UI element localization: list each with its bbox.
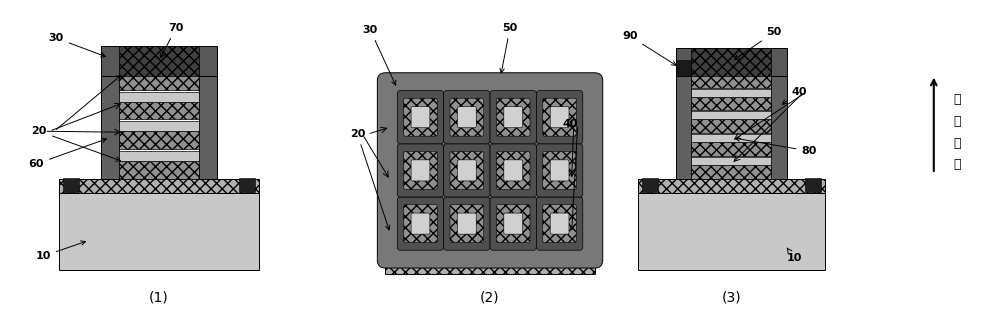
Text: 40: 40 [782,86,807,104]
Bar [691,157,771,165]
FancyBboxPatch shape [550,107,569,128]
FancyBboxPatch shape [543,152,576,189]
Bar [691,97,771,110]
Bar [638,193,825,270]
FancyBboxPatch shape [504,160,523,181]
Text: 30: 30 [49,33,105,57]
Bar [691,74,771,88]
FancyBboxPatch shape [450,98,484,136]
Bar [119,161,199,179]
Bar [119,101,199,119]
FancyBboxPatch shape [444,91,490,144]
FancyBboxPatch shape [550,213,569,234]
Text: 50: 50 [500,23,518,73]
FancyBboxPatch shape [536,144,583,197]
Text: (3): (3) [722,291,741,305]
Bar [691,48,771,76]
Bar [119,121,199,131]
Bar [119,92,199,101]
Bar [119,72,199,90]
FancyBboxPatch shape [490,197,536,250]
Bar [638,179,825,193]
Text: 20: 20 [350,129,390,230]
FancyBboxPatch shape [457,160,476,181]
Bar [101,46,217,76]
FancyBboxPatch shape [450,152,484,189]
Bar [119,151,199,161]
FancyBboxPatch shape [377,73,603,268]
FancyBboxPatch shape [450,204,484,243]
Text: 50: 50 [735,27,782,60]
FancyBboxPatch shape [536,91,583,144]
FancyBboxPatch shape [444,197,490,250]
FancyBboxPatch shape [490,144,536,197]
Bar [239,178,255,192]
Bar [119,62,199,72]
FancyBboxPatch shape [404,204,437,243]
FancyBboxPatch shape [536,197,583,250]
FancyBboxPatch shape [496,204,530,243]
Text: 40: 40 [562,119,578,129]
FancyBboxPatch shape [550,160,569,181]
Bar [676,48,787,76]
Text: 10: 10 [786,248,802,263]
Bar [119,46,199,76]
Text: 70: 70 [161,23,184,57]
Bar [691,165,771,179]
FancyBboxPatch shape [411,160,430,181]
Text: 80: 80 [735,137,817,156]
FancyBboxPatch shape [496,98,530,136]
Bar [59,179,259,193]
Bar [63,178,79,192]
Bar [642,178,658,192]
Bar [101,76,119,179]
Bar [385,260,595,274]
FancyBboxPatch shape [543,204,576,243]
FancyBboxPatch shape [457,107,476,128]
FancyBboxPatch shape [404,98,437,136]
Text: (1): (1) [149,291,169,305]
FancyBboxPatch shape [457,213,476,234]
FancyBboxPatch shape [397,144,444,197]
Text: 向: 向 [954,159,961,171]
Bar [691,111,771,119]
Bar [199,76,217,179]
FancyBboxPatch shape [504,213,523,234]
Text: 20: 20 [32,126,120,161]
FancyBboxPatch shape [490,91,536,144]
Bar [691,134,771,142]
Bar [59,193,259,270]
Bar [771,76,787,179]
FancyBboxPatch shape [404,152,437,189]
Bar [691,66,771,74]
FancyBboxPatch shape [543,98,576,136]
Text: 10: 10 [36,241,85,261]
Bar [676,61,691,76]
Text: 方: 方 [954,137,961,150]
Bar [691,119,771,133]
FancyBboxPatch shape [411,213,430,234]
Bar [691,142,771,156]
FancyBboxPatch shape [397,197,444,250]
Bar [119,131,199,149]
FancyBboxPatch shape [496,152,530,189]
Text: 竖: 竖 [954,93,961,106]
Text: (2): (2) [480,291,500,305]
Text: 30: 30 [363,25,396,85]
Bar [805,178,821,192]
Text: 直: 直 [954,115,961,128]
Text: 90: 90 [622,31,676,65]
FancyBboxPatch shape [397,91,444,144]
FancyBboxPatch shape [504,107,523,128]
Bar [676,76,691,179]
FancyBboxPatch shape [444,144,490,197]
FancyBboxPatch shape [411,107,430,128]
Bar [691,89,771,97]
Text: 60: 60 [29,138,106,169]
